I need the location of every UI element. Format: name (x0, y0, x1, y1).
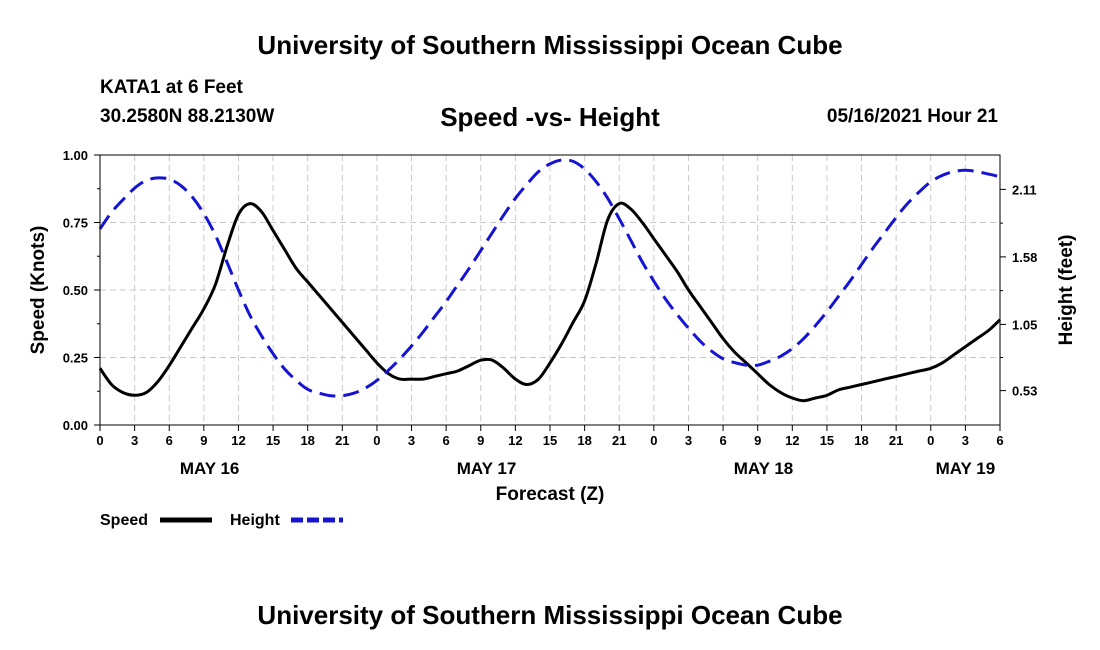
x-tick-label: 18 (300, 433, 314, 448)
y-tick-label: 0.25 (63, 351, 88, 366)
x-tick-label: 6 (996, 433, 1003, 448)
y2-tick-label: 2.11 (1012, 182, 1037, 197)
x-tick-label: 15 (543, 433, 557, 448)
speed-series-line (98, 201, 1002, 403)
station-name: KATA1 at 6 Feet (100, 77, 243, 98)
x-tick-label: 3 (408, 433, 415, 448)
y-axis-title: Speed (Knots) (28, 226, 49, 355)
x-tick-label: 18 (577, 433, 591, 448)
x-tick-label: 6 (719, 433, 726, 448)
footer-title: University of Southern Mississippi Ocean… (257, 600, 843, 630)
legend-speed-label: Speed (100, 512, 148, 529)
y2-tick-label: 1.58 (1012, 250, 1037, 265)
x-tick-label: 0 (96, 433, 103, 448)
legend-height-label: Height (230, 512, 280, 529)
x-tick-label: 9 (754, 433, 761, 448)
date-label: MAY 16 (180, 459, 240, 478)
x-tick-label: 0 (927, 433, 934, 448)
date-label: MAY 17 (457, 459, 517, 478)
x-tick-label: 21 (889, 433, 903, 448)
y2-tick-label: 1.05 (1012, 317, 1037, 332)
series-lines (98, 158, 1002, 403)
x-tick-label: 15 (820, 433, 834, 448)
y-tick-label: 0.50 (63, 283, 88, 298)
x-tick-label: 6 (443, 433, 450, 448)
x-tick-label: 15 (266, 433, 280, 448)
date-label: MAY 18 (734, 459, 794, 478)
forecast-timestamp: 05/16/2021 Hour 21 (826, 106, 998, 127)
x-tick-label: 21 (612, 433, 626, 448)
y2-axis-title: Height (feet) (1056, 235, 1077, 346)
x-tick-label: 18 (854, 433, 868, 448)
x-tick-label: 12 (508, 433, 522, 448)
x-tick-label: 0 (650, 433, 657, 448)
x-axis-title: Forecast (Z) (496, 484, 605, 505)
height-series-line (98, 158, 1001, 398)
x-tick-label: 6 (166, 433, 173, 448)
x-tick-label: 3 (962, 433, 969, 448)
axis-labels: 0 3 6 9 12 15 18 21 0 3 6 9 12 15 18 21 0 3 6 9 12 15 18 21 0 3 6 0… (63, 148, 1038, 478)
x-tick-label: 12 (785, 433, 799, 448)
y2-tick-label: 0.53 (1012, 384, 1037, 399)
axis-ticks (94, 154, 1006, 431)
x-tick-label: 0 (373, 433, 380, 448)
x-tick-label: 21 (335, 433, 349, 448)
x-tick-label: 9 (200, 433, 207, 448)
date-label: MAY 19 (936, 459, 996, 478)
header-title: University of Southern Mississippi Ocean… (257, 30, 843, 60)
x-tick-label: 3 (685, 433, 692, 448)
y-tick-label: 0.75 (63, 216, 88, 231)
chart-title: Speed -vs- Height (440, 102, 660, 132)
station-coordinates: 30.2580N 88.2130W (100, 106, 275, 127)
x-tick-label: 12 (231, 433, 245, 448)
x-tick-label: 9 (477, 433, 484, 448)
plot-frame (99, 154, 1001, 426)
y-tick-label: 0.00 (63, 418, 88, 433)
legend: Speed Height (100, 512, 343, 529)
y-tick-label: 1.00 (63, 148, 88, 163)
x-tick-label: 3 (131, 433, 138, 448)
